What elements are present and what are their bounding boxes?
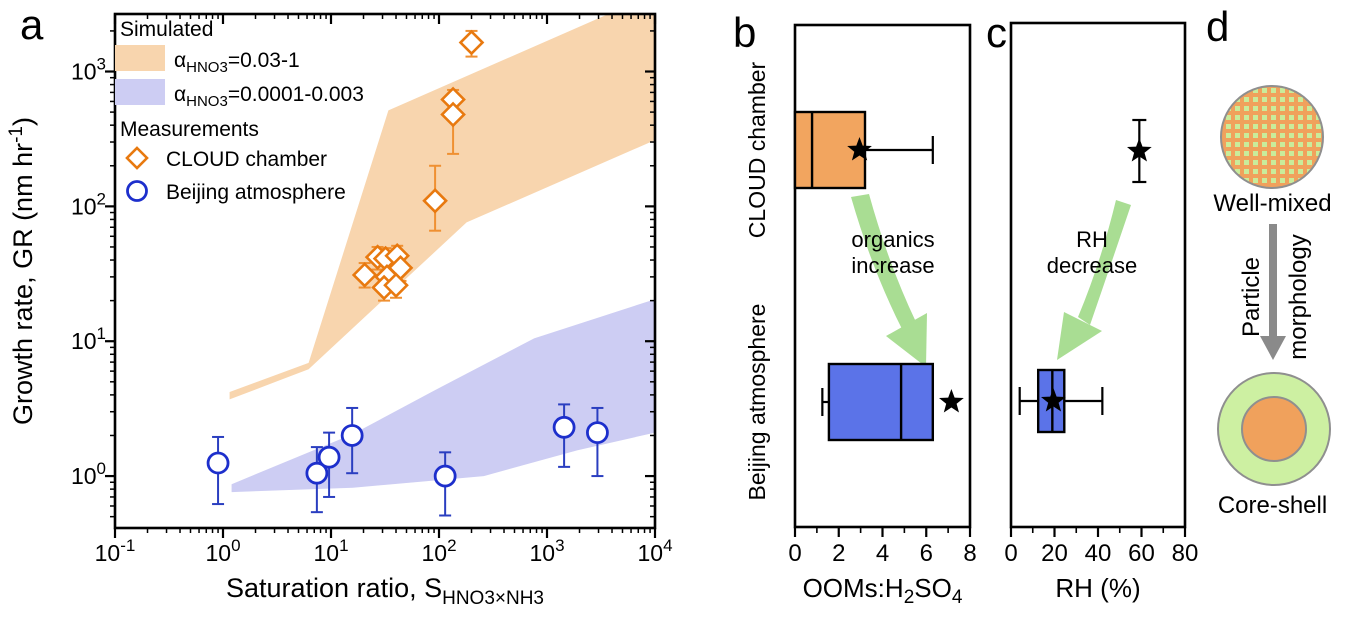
beijing-series [206, 403, 609, 517]
rh-decrease-annotation: decrease [1047, 253, 1138, 278]
organics-increase-arrow-head [886, 313, 927, 367]
boxplot-row-beijing [1018, 368, 1104, 434]
panel-a-frame [113, 12, 657, 530]
rh-decrease-annotation: RH [1076, 227, 1108, 252]
morphology-arrow-head [1260, 336, 1286, 360]
legend-swatch-high-alpha [115, 45, 165, 71]
rh-decrease-arrow-head [1057, 312, 1102, 360]
organics-increase-annotation: increase [851, 253, 934, 278]
category-label-beijing: Beijing atmosphere [744, 304, 770, 501]
panel-a-label: a [20, 1, 44, 48]
legend-entry-cloud-chamber: CLOUD chamber [166, 148, 327, 171]
boxplot-row-cloud-chamber [1127, 118, 1152, 184]
boxplot-row-cloud-chamber [793, 110, 934, 190]
cloud-chamber-diamond-marker [125, 146, 149, 170]
core-shell-particle-icon [1217, 372, 1331, 486]
beijing-circle-marker [340, 424, 364, 447]
beijing-circle-marker [305, 461, 329, 485]
x-tick-label: 2 [832, 540, 845, 567]
cloud-chamber-diamond-marker [422, 187, 448, 214]
panel-c-label: c [986, 9, 1007, 56]
x-axis-label: OOMs:H2SO4 [803, 573, 963, 608]
x-tick-label: 80 [1172, 540, 1199, 567]
organics-increase-arrow-body [851, 194, 916, 331]
y-tick-label: 102 [71, 189, 106, 219]
x-tick-label: 6 [920, 540, 933, 567]
x-tick-label: 102 [421, 536, 456, 566]
cloud-chamber-diamond-marker [440, 101, 466, 128]
x-tick-label: 101 [313, 536, 348, 566]
beijing-circle-marker [206, 451, 230, 475]
legend-entry-beijing: Beijing atmosphere [166, 181, 346, 204]
box [827, 362, 935, 442]
rh-decrease-arrow-body [1078, 200, 1131, 325]
x-tick-label: 4 [876, 540, 889, 567]
legend-measurements-header: Measurements [120, 118, 259, 141]
legend-entry-low-alpha: αHNO3=0.0001-0.003 [174, 83, 364, 110]
mean-star-marker [847, 137, 872, 161]
simulated-band-low-alpha [231, 299, 655, 493]
core-shell-caption: Core-shell [1217, 492, 1328, 519]
beijing-circle-marker [586, 421, 609, 445]
legend-entry-high-alpha: αHNO3=0.03-1 [174, 49, 300, 76]
cloud-chamber-diamond-marker [351, 262, 378, 288]
beijing-circle-marker [552, 415, 576, 439]
legend-beijing-circle-marker [126, 180, 148, 202]
panel-a-growth-rate-plot: 10-1 100 101 102 103 104 100 101 102 103 Saturatio… [6, 12, 673, 609]
y-tick-label: 101 [71, 324, 106, 354]
x-tick-label: 10-1 [95, 536, 136, 566]
morphology-arrow-shaft [1269, 224, 1277, 337]
beijing-circle-marker [433, 464, 457, 488]
core-shell-core-icon [1241, 396, 1307, 462]
well-mixed-caption: Well-mixed [1213, 190, 1332, 217]
mean-star-marker [939, 389, 964, 413]
organics-increase-annotation: organics [851, 227, 934, 252]
category-label-cloud-chamber: CLOUD chamber [744, 61, 770, 238]
x-tick-label: 104 [637, 536, 672, 566]
x-axis-label: Saturation ratio, SHNO3×NH3 [226, 573, 544, 609]
beijing-circle-marker [317, 445, 341, 469]
x-tick-label: 103 [529, 536, 564, 566]
boxplot-row-beijing [821, 362, 964, 442]
box [793, 110, 867, 190]
mean-star-marker [1127, 138, 1152, 162]
x-tick-label: 0 [788, 540, 801, 567]
x-tick-label: 40 [1085, 540, 1112, 567]
x-tick-label: 100 [205, 536, 240, 566]
x-tick-label: 8 [963, 540, 976, 567]
well-mixed-particle-icon [1220, 85, 1324, 189]
legend-swatch-low-alpha [115, 79, 165, 105]
cloud-chamber-series [351, 29, 485, 302]
y-tick-label: 103 [71, 55, 106, 85]
x-tick-label: 60 [1128, 540, 1155, 567]
panel-d-label: d [1206, 3, 1230, 50]
panel-b-label: b [733, 9, 757, 56]
y-axis-label: Growth rate, GR (nm hr-1) [6, 117, 38, 425]
x-tick-label: 0 [1004, 540, 1017, 567]
cloud-chamber-diamond-marker [383, 272, 409, 299]
x-tick-label: 20 [1041, 540, 1068, 567]
panel-d-particle-morphology: d Well-mixed Particle morphology Core-sh… [1190, 0, 1355, 621]
cloud-chamber-diamond-marker [458, 29, 485, 56]
x-axis-label: RH (%) [1055, 573, 1140, 603]
mean-star-marker [1041, 388, 1066, 412]
y-tick-label: 100 [71, 459, 106, 489]
simulated-band-high-alpha [229, 14, 655, 400]
legend-simulated-header: Simulated [120, 18, 213, 41]
